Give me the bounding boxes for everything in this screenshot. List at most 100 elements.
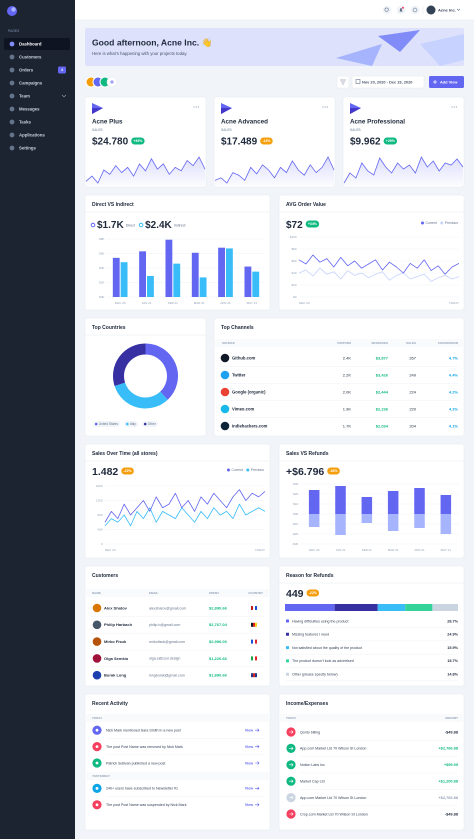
legend-swatch — [286, 672, 289, 676]
chevron — [61, 94, 67, 98]
search-icon — [384, 7, 389, 12]
date-button[interactable] — [351, 75, 425, 89]
arrow-icon — [255, 803, 260, 807]
view-link[interactable]: View — [245, 787, 253, 791]
nav-item[interactable]: Tasks — [19, 119, 31, 124]
arrow-icon — [255, 761, 260, 765]
search-button[interactable] — [382, 5, 392, 15]
column-header: NAME — [92, 591, 101, 595]
table-header — [279, 714, 464, 722]
nav-icon — [9, 145, 15, 151]
cell: 4.1% — [449, 423, 459, 428]
nav-badge-text: 4 — [61, 68, 63, 72]
activity-icon-glyph — [95, 787, 99, 790]
country-flag — [253, 656, 255, 661]
user-avatar[interactable] — [426, 5, 436, 15]
customer-avatar — [92, 670, 102, 680]
view-link[interactable]: View — [245, 745, 253, 749]
card-title: Customers — [92, 573, 118, 579]
transaction-amount: -$49.88 — [445, 729, 459, 734]
bar — [191, 252, 199, 297]
legend-label: Direct — [126, 223, 135, 227]
transaction-name: App.com Market Ltd 70 Wilson St London — [300, 796, 366, 800]
nav-item[interactable]: Applications — [19, 132, 45, 137]
customer-avatar — [92, 603, 102, 613]
x-tick-label: FEB 21 — [362, 548, 372, 552]
card-title: Sales VS Refunds — [286, 451, 329, 457]
card — [278, 693, 465, 831]
date-range: Nov 20, 2020 - Dec 19, 2020 — [362, 79, 412, 84]
arrow-icon — [255, 786, 260, 791]
activity-icon-glyph — [95, 728, 99, 732]
x-tick-label: JAN 21 — [142, 301, 152, 305]
customer-name: Philip Harbach — [104, 622, 133, 627]
cell: 4.2% — [449, 406, 459, 411]
group-header — [85, 772, 270, 781]
card-label: SALES — [350, 128, 361, 132]
nav-item[interactable]: Customers — [19, 54, 42, 59]
cell: 2.2K — [343, 372, 352, 377]
nav-icon — [9, 54, 15, 60]
legend-label: Current — [231, 468, 242, 472]
nav-item[interactable]: Messages — [19, 106, 40, 111]
badge — [305, 220, 320, 228]
card — [213, 96, 336, 188]
column-header: SOURCE — [222, 341, 235, 345]
card-title: Acne Advanced — [221, 119, 268, 126]
card-value: 1.482 — [92, 466, 118, 478]
country-flag — [251, 622, 253, 627]
card-title: Top Countries — [92, 325, 126, 331]
cell: 2.4K — [343, 355, 352, 360]
legend-swatch — [286, 619, 289, 623]
cell: $3,877 — [376, 355, 389, 360]
column-header: COUNTRY — [248, 591, 263, 595]
badge-text: -14% — [262, 139, 271, 143]
product-icon-shade — [221, 108, 232, 114]
banner-decor — [336, 44, 382, 66]
badge — [131, 137, 145, 145]
reason-value: 14.8% — [447, 673, 458, 677]
x-tick-label: TODAY — [255, 548, 265, 552]
view-link[interactable]: View — [245, 803, 253, 807]
column-header: REVENUES — [371, 341, 388, 345]
card-value: $9.962 — [350, 137, 381, 148]
transaction-name: Crop.com Market Ltd 70 Wilson St London — [300, 812, 368, 816]
view-link[interactable]: View — [245, 761, 253, 765]
reason-label: Not satisfied about the quality of the p… — [292, 646, 362, 650]
nav-item[interactable]: Team — [19, 93, 30, 98]
badge-text: +29% — [386, 139, 396, 143]
cell: $2,444 — [376, 389, 389, 394]
source-icon — [220, 370, 230, 380]
legend-label: United States — [99, 422, 119, 426]
column-header: VISITORS — [337, 341, 351, 345]
line — [298, 267, 460, 282]
bar — [414, 514, 425, 528]
nav-item[interactable]: Orders — [19, 67, 34, 72]
column-header: SALES — [406, 341, 416, 345]
menu-dot — [324, 106, 326, 108]
country-flag — [255, 656, 257, 661]
x-tick-label: TODAY — [449, 301, 459, 305]
nav-section: PAGES — [8, 29, 20, 33]
y-tick-label: 0 — [101, 542, 103, 546]
y-tick-label: -$2K — [292, 532, 298, 536]
add-view-button[interactable] — [429, 76, 464, 88]
customer-avatar — [92, 637, 102, 646]
nav-item[interactable]: Campaigns — [19, 80, 43, 85]
x-tick-label: MAR 21 — [388, 548, 399, 552]
help-button[interactable] — [410, 5, 420, 15]
add-view-label[interactable]: Add View — [440, 79, 458, 84]
stacked-segment — [285, 604, 335, 611]
y-tick-label: $40 — [291, 271, 296, 275]
bar — [218, 247, 225, 297]
source-icon — [220, 387, 230, 397]
y-tick-label: $60 — [291, 259, 296, 263]
nav-item[interactable]: Dashboard — [19, 41, 42, 46]
table-header — [214, 339, 464, 347]
nav-icon — [9, 93, 15, 99]
user-name[interactable]: Acne Inc. — [438, 7, 456, 12]
badge-text: -22% — [309, 591, 318, 595]
nav-item[interactable]: Settings — [19, 145, 37, 150]
view-link[interactable]: View — [245, 728, 253, 732]
